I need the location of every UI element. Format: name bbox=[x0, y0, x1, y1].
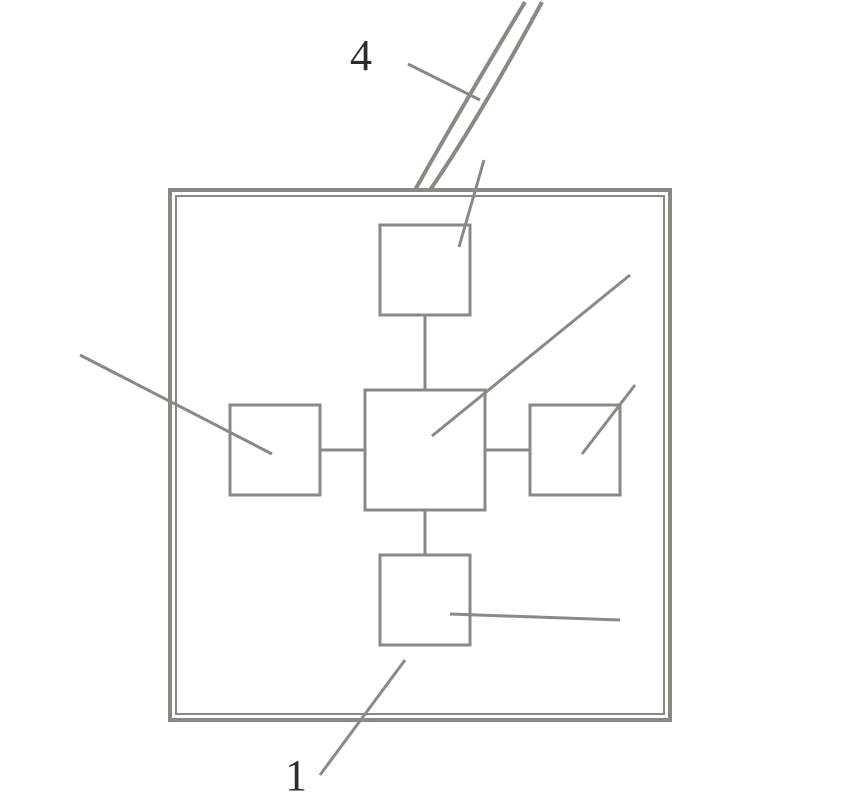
leader-1 bbox=[320, 660, 405, 775]
node-right bbox=[530, 405, 620, 495]
cable-line-2 bbox=[430, 2, 542, 190]
node-left bbox=[230, 405, 320, 495]
leader-1-3 bbox=[582, 385, 635, 454]
label-1: 1 bbox=[285, 750, 311, 801]
leader-4 bbox=[408, 64, 480, 100]
schematic-svg bbox=[0, 0, 853, 804]
outer-rect-inner bbox=[176, 196, 664, 714]
node-bottom bbox=[380, 555, 470, 645]
outer-rect bbox=[170, 190, 670, 720]
label-4: 4 bbox=[350, 30, 376, 81]
leader-1-2 bbox=[450, 614, 620, 620]
node-top bbox=[380, 225, 470, 315]
